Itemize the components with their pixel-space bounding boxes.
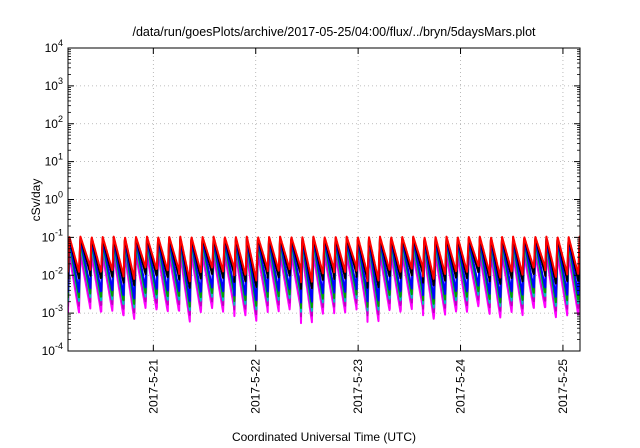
x-tick-label: 2017-5-21 — [146, 359, 160, 414]
y-tick-label: 103 — [45, 76, 63, 93]
y-axis-label: cSv/day — [29, 179, 43, 222]
y-tick-label: 10-1 — [42, 227, 63, 244]
x-tick-label: 2017-5-22 — [249, 359, 263, 414]
y-tick-label: 101 — [45, 152, 63, 169]
y-tick-label: 100 — [45, 190, 63, 207]
chart-title: /data/run/goesPlots/archive/2017-05-25/0… — [132, 25, 536, 39]
x-tick-label: 2017-5-24 — [454, 359, 468, 414]
y-tick-label: 10-3 — [42, 303, 63, 320]
y-tick-label: 104 — [45, 38, 63, 55]
x-tick-label: 2017-5-23 — [351, 359, 365, 414]
series-line — [68, 235, 580, 284]
y-tick-label: 10-2 — [42, 265, 63, 282]
series-layer — [68, 235, 580, 325]
y-tick-label: 102 — [45, 114, 63, 131]
x-tick-label: 2017-5-25 — [556, 359, 570, 414]
x-axis-label: Coordinated Universal Time (UTC) — [232, 430, 416, 444]
y-tick-label: 10-4 — [42, 341, 63, 358]
axis-ticks: 10-4 10-3 10-2 10-1 100 101 102 103 104 2017-5-21… — [42, 38, 580, 414]
